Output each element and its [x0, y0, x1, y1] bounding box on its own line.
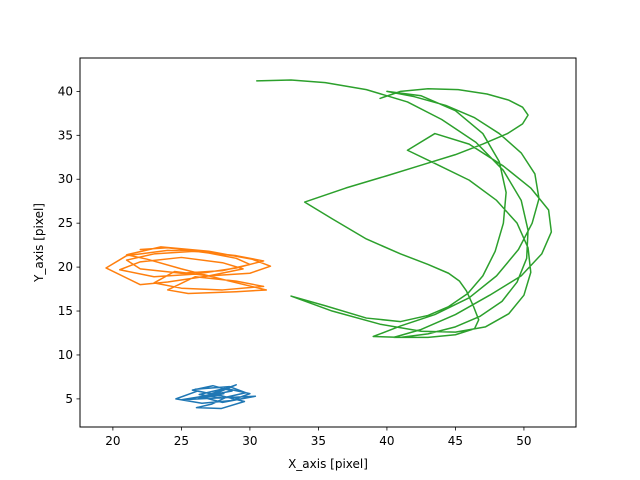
x-tick-label: 35 [311, 434, 326, 448]
plot-frame [79, 57, 577, 428]
series-line-3 [256, 79, 553, 339]
x-tick-label: 40 [379, 434, 394, 448]
x-ticks: 20 25 30 35 40 45 50 [105, 427, 532, 448]
series-line-1 [175, 384, 257, 410]
y-ticks: 5 10 15 20 25 30 35 40 [58, 84, 80, 406]
x-tick-label: 45 [448, 434, 463, 448]
x-axis-label: X_axis [pixel] [288, 457, 368, 471]
x-tick-label: 30 [242, 434, 257, 448]
x-tick-label: 50 [516, 434, 531, 448]
series-line-2 [105, 246, 272, 295]
y-tick-label: 5 [65, 392, 73, 406]
x-tick-label: 25 [174, 434, 189, 448]
y-tick-label: 15 [58, 304, 73, 318]
y-tick-label: 10 [58, 348, 73, 362]
y-tick-label: 20 [58, 260, 73, 274]
y-axis-label: Y_axis [pixel] [32, 203, 46, 283]
y-tick-label: 30 [58, 172, 73, 186]
series-layer [105, 79, 553, 410]
y-tick-label: 35 [58, 128, 73, 142]
x-tick-label: 20 [105, 434, 120, 448]
y-tick-label: 25 [58, 216, 73, 230]
y-tick-label: 40 [58, 84, 73, 98]
